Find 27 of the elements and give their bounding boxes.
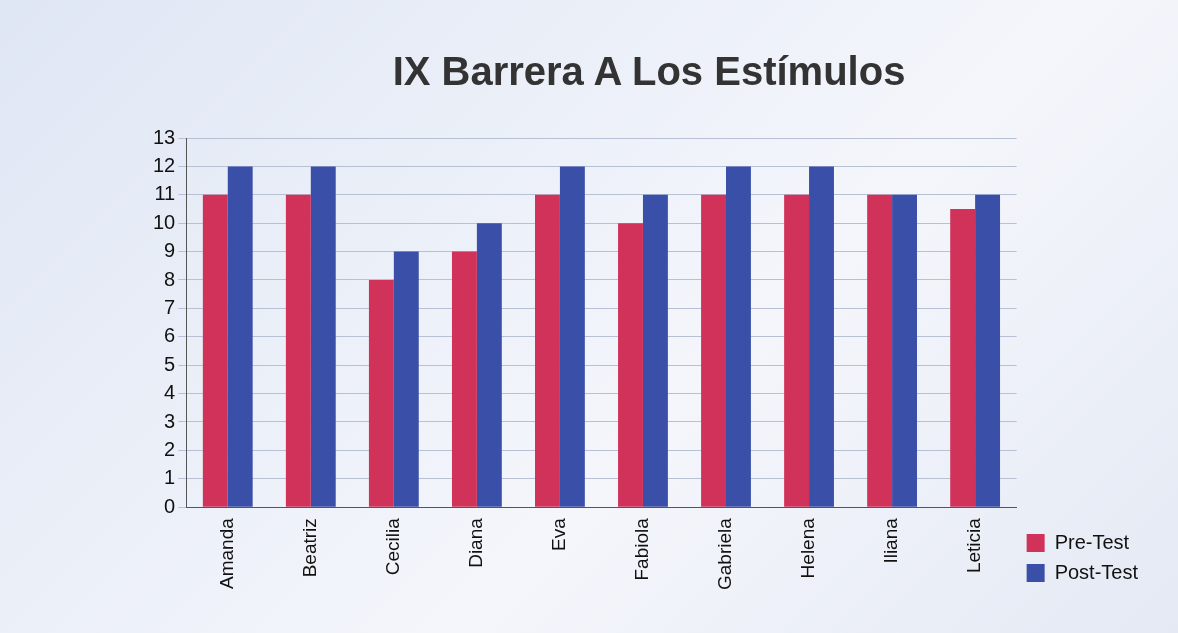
y-tick-label: 11 bbox=[154, 182, 176, 205]
y-tick-label: 13 bbox=[153, 125, 176, 148]
y-tick-label: 0 bbox=[164, 494, 176, 517]
x-tick-label: Helena bbox=[797, 517, 819, 579]
y-tick-label: 8 bbox=[164, 267, 176, 290]
chart-title: IX Barrera A Los Estímulos bbox=[392, 49, 906, 94]
legend-label: Post-Test bbox=[1054, 560, 1139, 583]
x-tick-label: Amanda bbox=[216, 517, 237, 589]
x-tick-label: Iliana bbox=[880, 517, 902, 564]
y-tick-label: 9 bbox=[164, 239, 176, 262]
x-tick-label: Eva bbox=[548, 517, 570, 551]
y-tick-label: 4 bbox=[164, 381, 176, 404]
legend-label: Pre-Test bbox=[1054, 530, 1130, 553]
y-tick-label: 7 bbox=[164, 295, 176, 318]
y-tick-label: 1 bbox=[164, 466, 176, 489]
x-tick-label: Cecilia bbox=[382, 517, 404, 576]
y-tick-label: 6 bbox=[164, 324, 176, 347]
x-tick-label: Leticia bbox=[963, 517, 985, 574]
x-tick-label: Diana bbox=[465, 517, 487, 568]
y-tick-label: 2 bbox=[164, 437, 176, 460]
x-tick-label: Gabriela bbox=[714, 517, 736, 591]
x-tick-label: Fabiola bbox=[631, 517, 653, 581]
y-tick-label: 5 bbox=[164, 352, 176, 375]
y-tick-label: 10 bbox=[153, 210, 176, 233]
x-tick-label: Beatriz bbox=[299, 518, 321, 578]
y-tick-label: 3 bbox=[164, 409, 176, 432]
y-tick-label: 12 bbox=[153, 153, 176, 176]
